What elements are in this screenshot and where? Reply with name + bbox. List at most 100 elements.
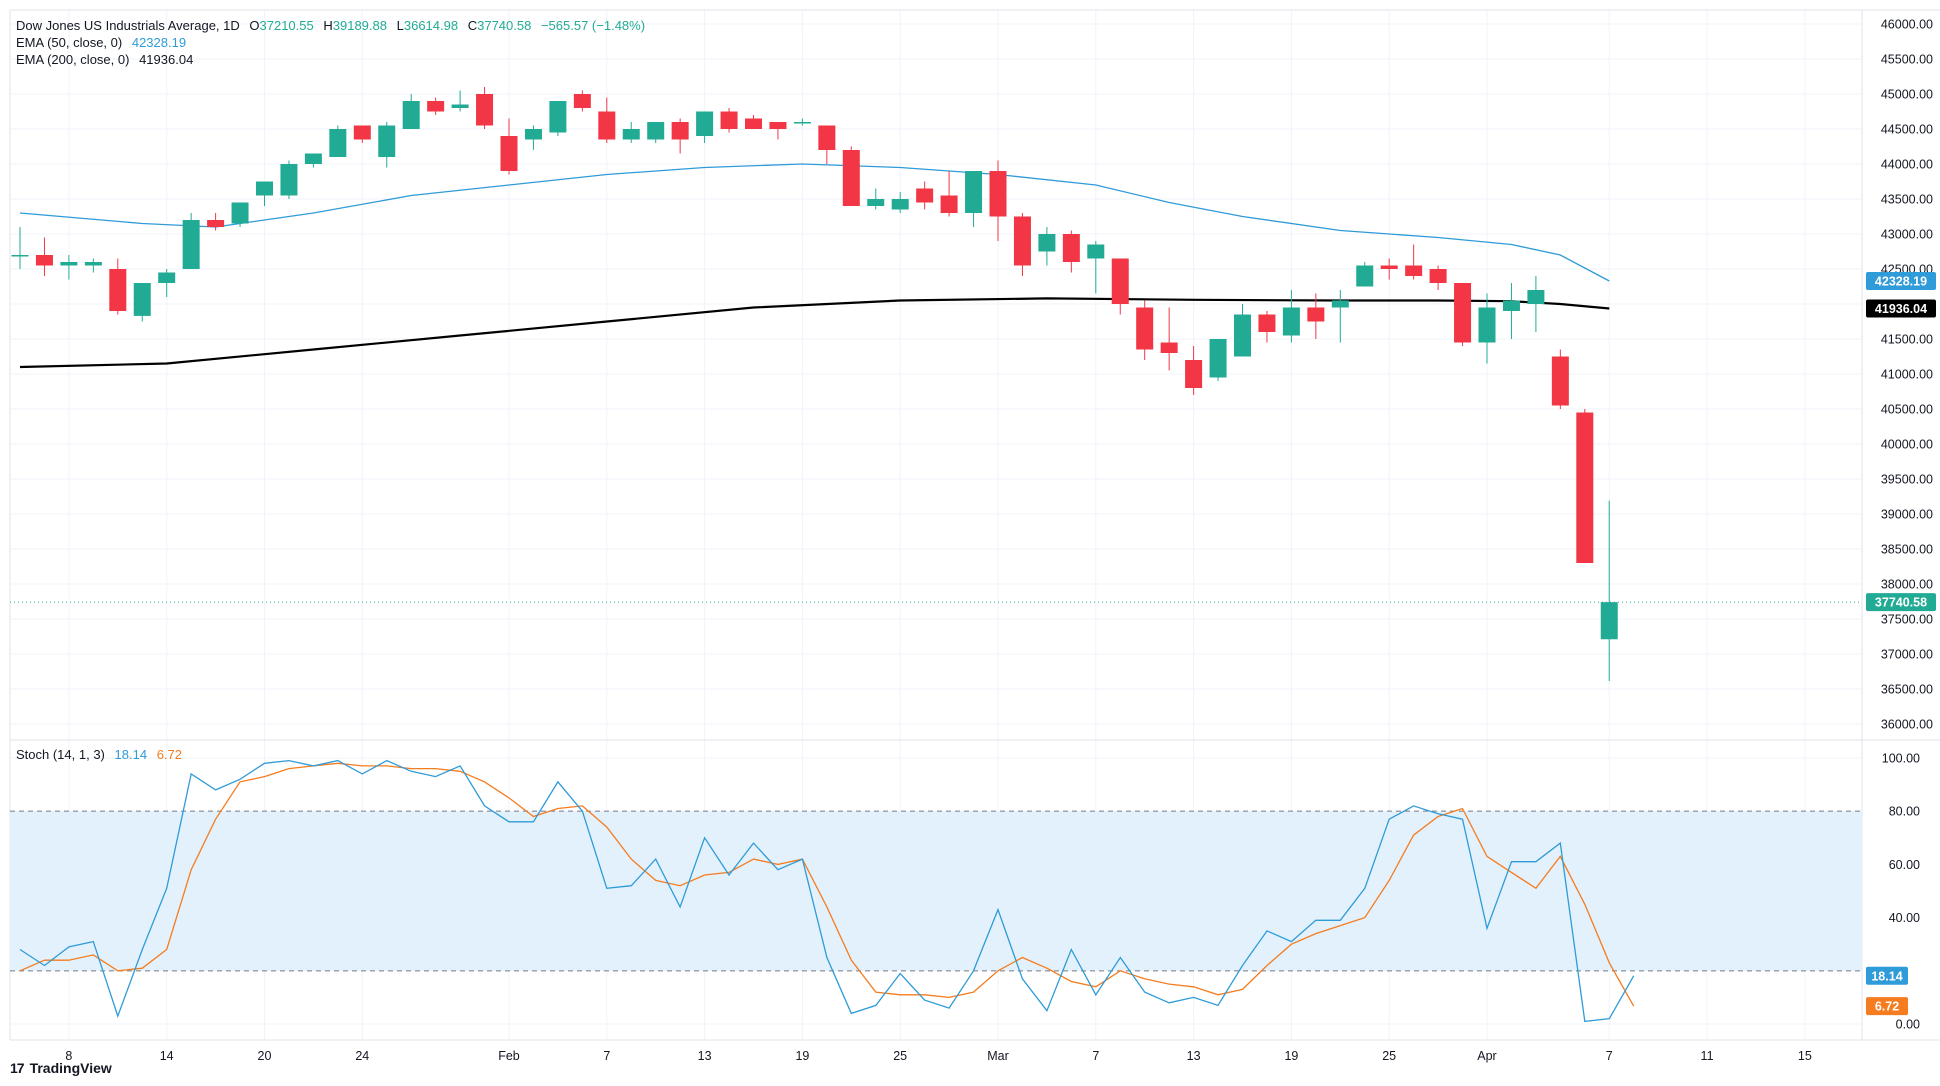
candle-body: [353, 125, 371, 140]
time-tick-label: 13: [698, 1049, 712, 1063]
candle-body: [940, 195, 958, 213]
tradingview-logo[interactable]: 17 TradingView: [10, 1060, 112, 1076]
candle-body: [500, 136, 518, 171]
ema200-label[interactable]: EMA (200, close, 0): [16, 52, 130, 67]
time-tick-label: 11: [1701, 1049, 1714, 1063]
time-tick-label: Apr: [1477, 1049, 1496, 1063]
candle-body: [158, 272, 176, 283]
time-tick-label: Mar: [987, 1049, 1009, 1063]
price-tick-label: 45500.00: [1881, 53, 1933, 67]
candle-body: [622, 129, 640, 140]
candle-body: [476, 94, 494, 126]
candle-body: [451, 104, 469, 108]
candle-body: [256, 181, 273, 196]
price-tick-label: 43500.00: [1881, 193, 1933, 207]
last-price-badge-bg: [1866, 593, 1936, 612]
ema50-label[interactable]: EMA (50, close, 0): [16, 35, 123, 50]
candle-body: [133, 283, 151, 316]
time-tick-label: 7: [1092, 1049, 1099, 1063]
candle-body: [1576, 412, 1594, 563]
time-tick-label: 25: [1382, 1049, 1396, 1063]
stoch-label[interactable]: Stoch (14, 1, 3): [16, 747, 105, 762]
candle-body: [549, 101, 567, 133]
candle-body: [1454, 283, 1472, 343]
stoch-legend: Stoch (14, 1, 3) 18.14 6.72: [16, 746, 182, 763]
candle-body: [329, 129, 347, 157]
ohlc-open: O37210.55: [249, 18, 314, 33]
candle-body: [1013, 216, 1031, 266]
main-legend: Dow Jones US Industrials Average, 1D O37…: [16, 17, 645, 68]
candle-body: [1258, 314, 1276, 332]
candle-body: [1527, 290, 1545, 304]
candle-body: [1038, 234, 1056, 252]
candle-body: [1429, 269, 1447, 283]
ema50-price-badge-bg: [1866, 272, 1936, 291]
legend-symbol-row: Dow Jones US Industrials Average, 1D O37…: [16, 17, 645, 34]
price-tick-label: 36000.00: [1881, 718, 1933, 732]
candle-body: [1405, 265, 1423, 276]
legend-ema50-row: EMA (50, close, 0) 42328.19: [16, 34, 645, 51]
stoch-k-value: 18.14: [114, 747, 148, 762]
price-change: −565.57 (−1.48%): [540, 18, 646, 33]
price-tick-label: 41000.00: [1881, 368, 1933, 382]
stoch-d-badge: 6.72: [1875, 1000, 1899, 1014]
candle-body: [1185, 360, 1203, 388]
price-tick-label: 46000.00: [1881, 18, 1933, 32]
time-tick-label: 8: [65, 1049, 72, 1063]
candle-body: [60, 262, 78, 266]
symbol-name[interactable]: Dow Jones US Industrials Average, 1D: [16, 18, 240, 33]
candle-body: [182, 220, 200, 269]
price-tick-label: 36500.00: [1881, 683, 1933, 697]
time-tick-label: 7: [1606, 1049, 1613, 1063]
candle-body: [1380, 265, 1398, 269]
time-tick-label: 14: [160, 1049, 174, 1063]
candle-body: [231, 202, 249, 224]
price-tick-label: 39500.00: [1881, 473, 1933, 487]
candle-body: [769, 122, 787, 129]
candle-body: [598, 111, 616, 140]
time-tick-label: 19: [1284, 1049, 1298, 1063]
stoch-tick-label: 100.00: [1882, 751, 1920, 765]
price-tick-label: 38500.00: [1881, 543, 1933, 557]
candle-body: [1551, 356, 1569, 406]
ema200-price-badge-bg: [1866, 299, 1936, 318]
candle-body: [891, 199, 909, 210]
candle-body: [109, 269, 127, 311]
candle-body: [745, 118, 762, 129]
candle-body: [720, 111, 738, 129]
stoch-d-value: 6.72: [156, 747, 182, 762]
time-tick-label: 15: [1798, 1049, 1812, 1063]
price-tick-label: 45000.00: [1881, 88, 1933, 102]
price-tick-label: 38000.00: [1881, 578, 1933, 592]
candle-body: [989, 171, 1007, 217]
stoch-k-badge-bg: [1866, 966, 1908, 985]
time-tick-label: Feb: [498, 1049, 520, 1063]
candle-body: [280, 164, 298, 196]
ema200-value: 41936.04: [139, 52, 194, 67]
candle-body: [35, 255, 53, 266]
candle-body: [696, 111, 714, 136]
price-tick-label: 37000.00: [1881, 648, 1933, 662]
ema50-price-badge: 42328.19: [1875, 275, 1927, 289]
price-tick-label: 40500.00: [1881, 403, 1933, 417]
stoch-tick-label: 0.00: [1896, 1018, 1920, 1032]
candle-body: [1234, 314, 1251, 357]
price-tick-label: 37500.00: [1881, 613, 1933, 627]
price-tick-label: 44500.00: [1881, 123, 1933, 137]
candle-body: [378, 125, 396, 157]
tradingview-logo-text: TradingView: [29, 1060, 112, 1076]
ema200-line: [19, 297, 1610, 369]
candle-body: [1600, 602, 1618, 640]
candle-body: [1160, 342, 1178, 353]
candle-body: [1087, 244, 1105, 259]
candle-body: [207, 220, 225, 227]
candle-body: [402, 101, 420, 129]
candle-body: [84, 262, 102, 266]
stoch-tick-label: 80.00: [1889, 805, 1920, 819]
candle-body: [524, 129, 542, 140]
ema50-line: [19, 163, 1610, 282]
candle-body: [573, 94, 591, 108]
candle-body: [647, 122, 665, 140]
time-tick-label: 13: [1187, 1049, 1201, 1063]
price-tick-label: 41500.00: [1881, 333, 1933, 347]
